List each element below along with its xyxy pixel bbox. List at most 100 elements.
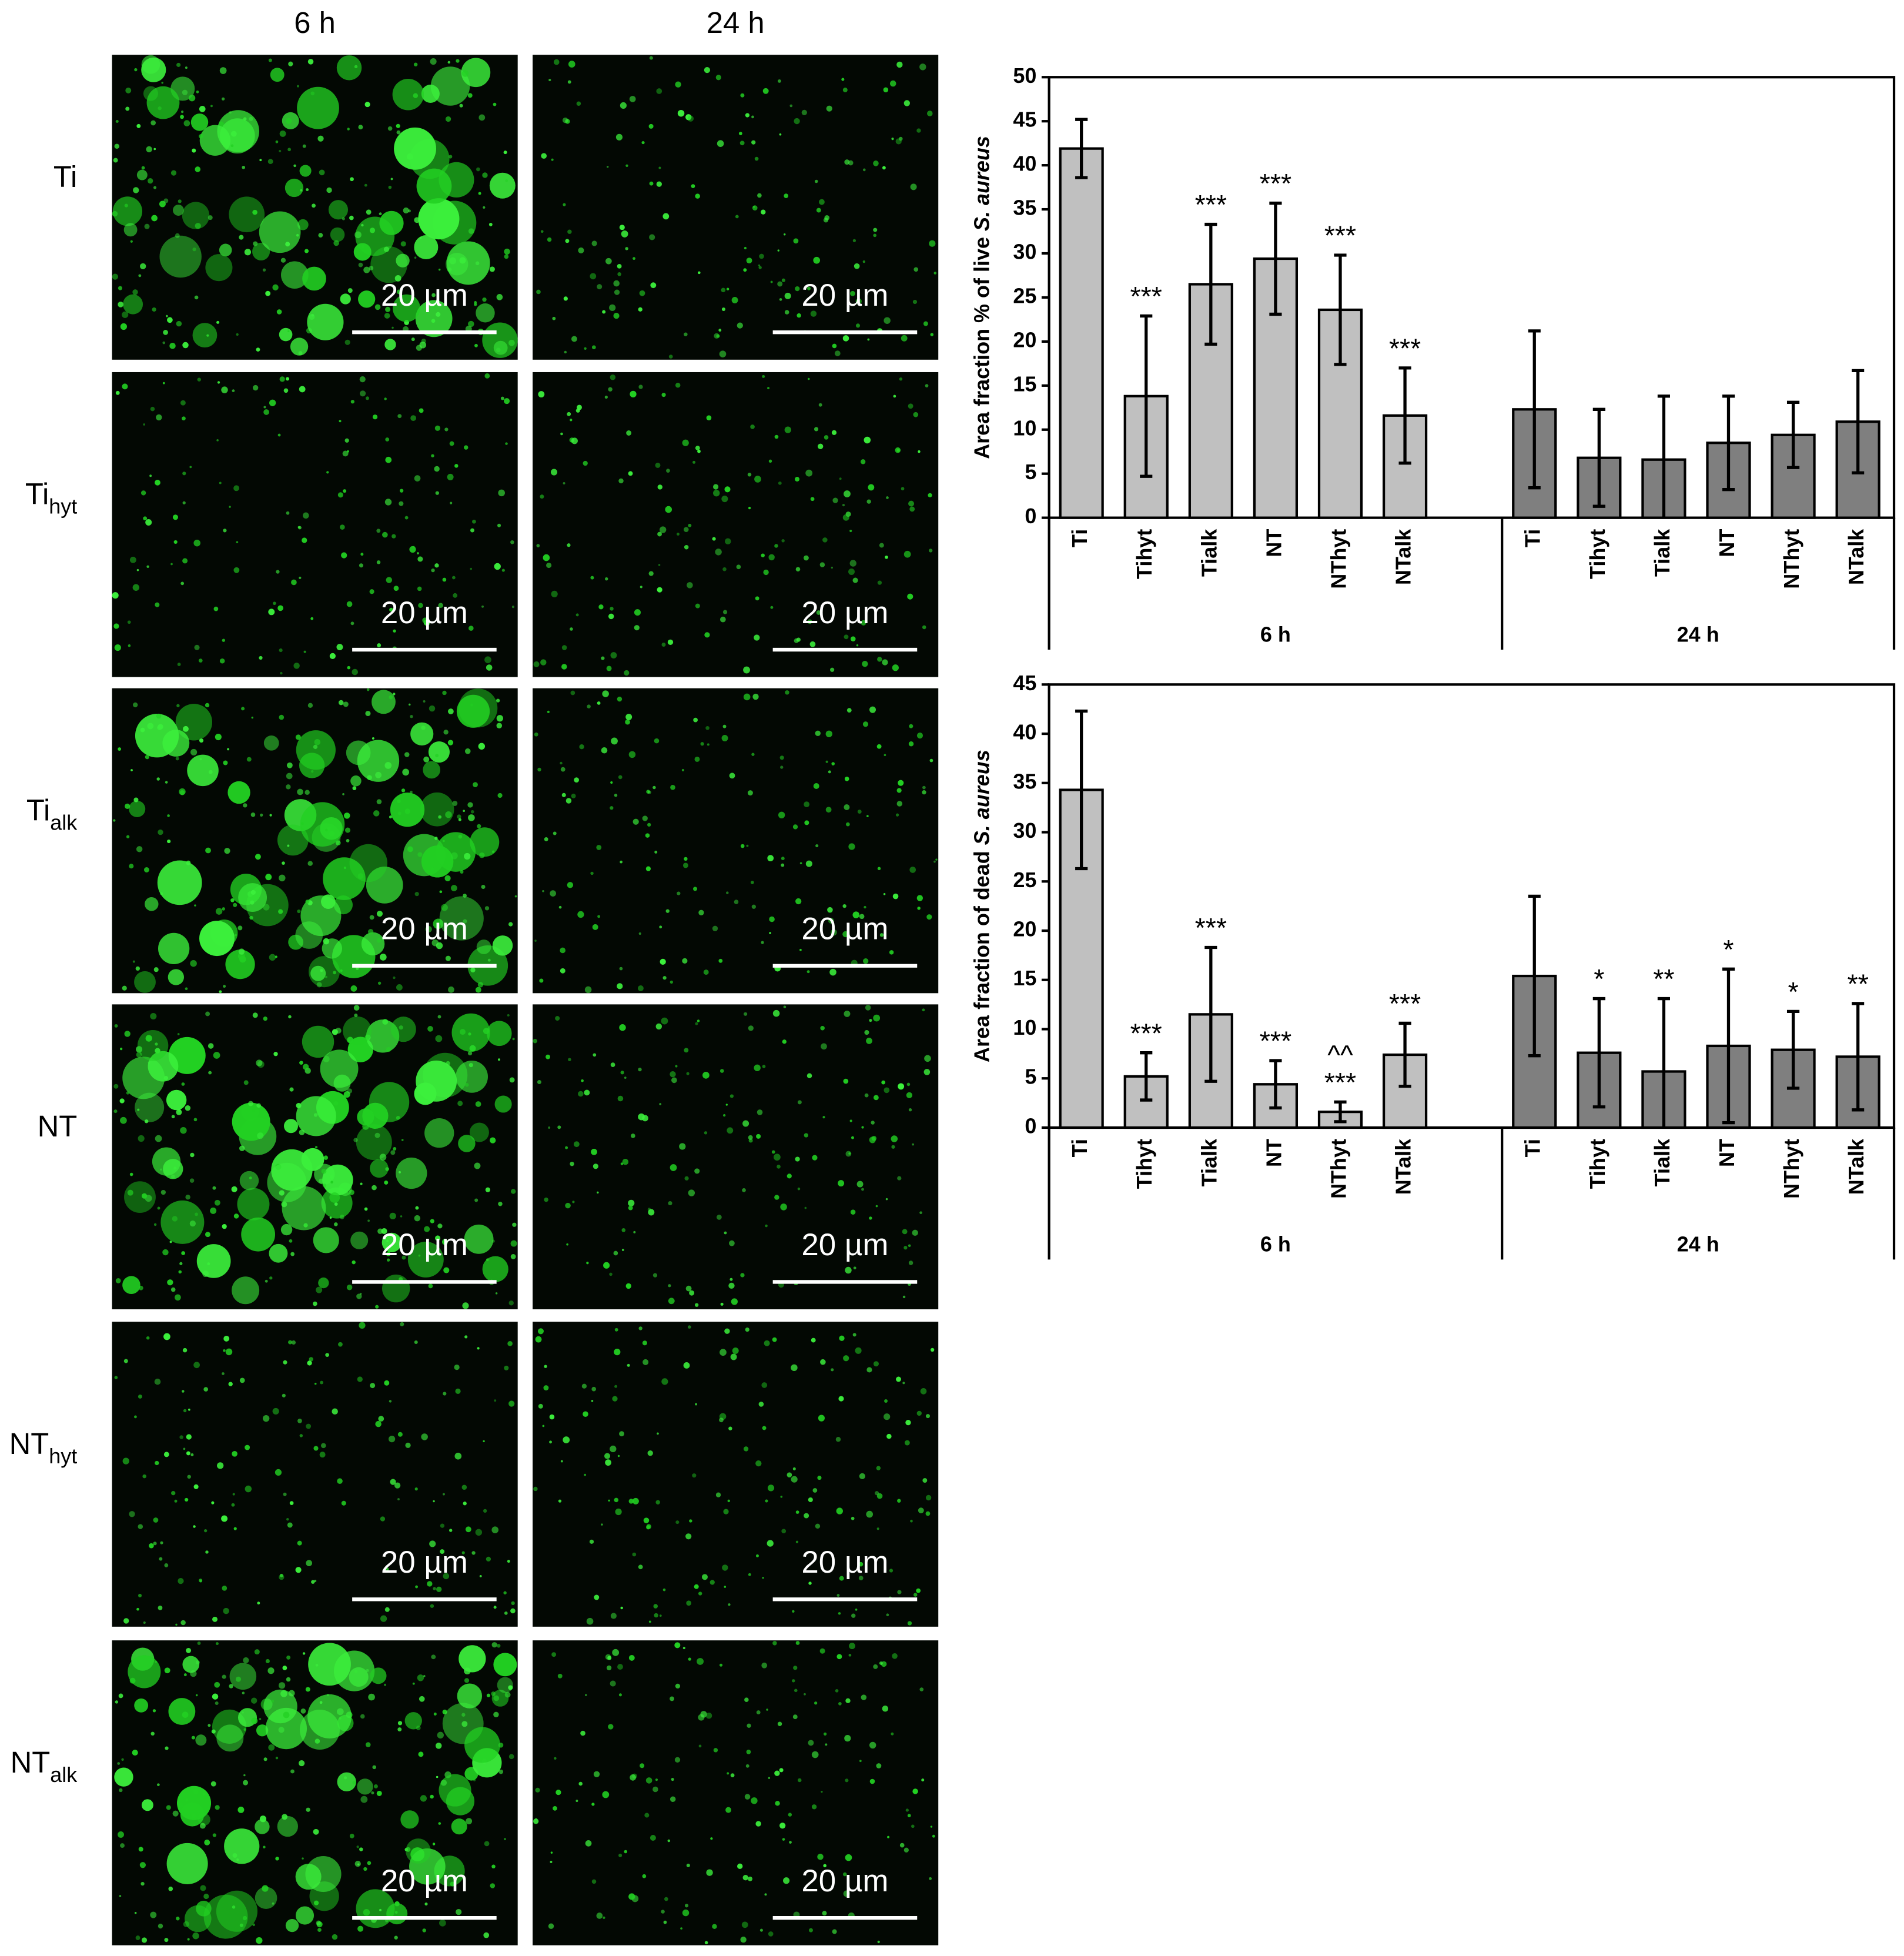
bacteria-speck: [777, 79, 781, 83]
bacteria-speck: [755, 596, 759, 601]
bacteria-speck: [323, 1155, 329, 1160]
bacteria-speck: [468, 814, 475, 821]
bacteria-speck: [397, 1727, 402, 1732]
bacteria-speck: [290, 337, 309, 356]
bacteria-speck: [442, 690, 447, 696]
bacteria-speck: [346, 839, 350, 842]
bacteria-speck: [869, 1778, 875, 1784]
bacteria-speck: [304, 249, 309, 253]
bacteria-speck: [591, 1386, 597, 1392]
bacteria-speck: [670, 1796, 676, 1803]
bacteria-speck: [299, 1434, 303, 1437]
significance-label: ***: [1130, 281, 1162, 312]
bacteria-speck: [372, 1765, 377, 1770]
bacteria-speck: [358, 290, 376, 308]
bacteria-speck: [814, 1701, 818, 1705]
bacteria-speck: [730, 1094, 734, 1098]
bacteria-speck: [695, 1403, 698, 1406]
bacteria-speck: [467, 1051, 473, 1056]
bacteria-speck: [551, 1652, 557, 1657]
bacteria-speck: [158, 1605, 163, 1610]
bacteria-speck: [640, 1763, 645, 1768]
bacteria-speck: [182, 472, 186, 476]
bacteria-speck: [176, 704, 180, 707]
bacteria-speck: [364, 183, 367, 187]
bacteria-speck: [808, 1581, 812, 1585]
bacteria-speck: [180, 581, 185, 586]
bacteria-speck: [459, 1029, 466, 1035]
bacteria-speck: [175, 757, 179, 761]
bacteria-speck: [414, 235, 439, 259]
bacteria-speck: [216, 1890, 258, 1932]
bacteria-speck: [257, 1601, 260, 1605]
bacteria-speck: [439, 896, 484, 941]
bacteria-speck: [748, 1876, 752, 1881]
bacteria-speck: [442, 1493, 445, 1496]
bacteria-speck: [280, 671, 283, 675]
bacteria-speck: [789, 1841, 792, 1844]
bacteria-speck: [300, 189, 303, 192]
bacteria-speck: [379, 210, 404, 235]
bacteria-speck: [544, 837, 548, 841]
bacteria-speck: [208, 1724, 211, 1727]
bacteria-speck: [722, 567, 727, 571]
bacteria-speck: [912, 1788, 918, 1794]
bacteria-speck: [629, 96, 636, 102]
bacteria-speck: [710, 1580, 715, 1585]
bacteria-speck: [648, 123, 654, 129]
bacteria-speck: [844, 1734, 851, 1742]
bacteria-speck: [617, 272, 621, 276]
bacteria-speck: [649, 234, 655, 240]
bacteria-speck: [208, 215, 213, 220]
bacteria-speck: [614, 793, 618, 797]
bacteria-speck: [434, 837, 438, 840]
scale-bar-label: 20 µm: [801, 1864, 888, 1898]
bacteria-speck: [535, 1787, 540, 1793]
bacteria-speck: [762, 1577, 764, 1579]
bacteria-speck: [364, 1207, 368, 1211]
bacteria-speck: [217, 1462, 224, 1469]
bacteria-speck: [187, 1474, 191, 1479]
bacteria-speck: [223, 760, 228, 765]
bacteria-speck: [720, 1302, 724, 1306]
bacteria-speck: [174, 1499, 178, 1503]
bacteria-speck: [285, 178, 304, 198]
bacteria-speck: [508, 1685, 513, 1690]
bacteria-speck: [136, 169, 148, 180]
bacteria-speck: [682, 862, 688, 868]
bacteria-speck: [366, 688, 370, 691]
bacteria-speck: [350, 985, 357, 992]
bacteria-speck: [849, 1643, 855, 1650]
bacteria-speck: [763, 569, 769, 576]
bacteria-speck: [189, 466, 192, 469]
bacteria-speck: [324, 975, 327, 978]
bacteria-speck: [727, 1499, 730, 1503]
bacteria-speck: [312, 203, 316, 208]
bacteria-speck: [602, 1791, 610, 1798]
bacteria-speck: [608, 387, 613, 392]
bacteria-speck: [376, 1790, 382, 1796]
bacteria-speck: [777, 1721, 782, 1726]
bacteria-speck: [866, 1367, 872, 1373]
bacteria-speck: [469, 1122, 489, 1142]
bacteria-speck: [718, 958, 723, 963]
bacteria-speck: [743, 1446, 749, 1452]
bacteria-speck: [687, 115, 694, 122]
bacteria-speck: [567, 882, 574, 888]
bacteria-speck: [411, 337, 415, 342]
bacteria-speck: [212, 1833, 217, 1837]
bacteria-speck: [858, 1576, 864, 1580]
bacteria-speck: [670, 784, 675, 790]
bacteria-speck: [245, 1445, 250, 1450]
bacteria-speck: [205, 254, 233, 282]
bacteria-speck: [815, 844, 819, 848]
bar: [1059, 147, 1104, 519]
bacteria-speck: [143, 867, 149, 872]
micrograph-background: [533, 1640, 939, 1945]
bacteria-speck: [283, 388, 289, 393]
bacteria-speck: [390, 793, 425, 827]
bacteria-speck: [542, 890, 544, 892]
bacteria-speck: [820, 1025, 825, 1031]
bacteria-speck: [591, 1148, 597, 1155]
